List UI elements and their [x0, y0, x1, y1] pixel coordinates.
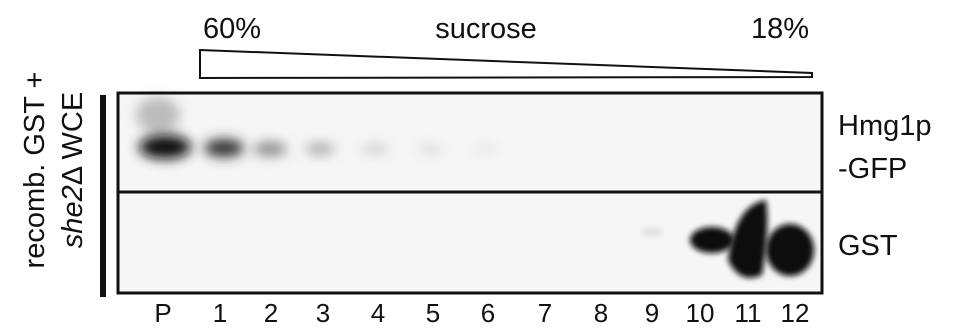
side-bar — [100, 95, 106, 297]
side-label: recomb. GST + she2Δ WCE — [19, 72, 89, 269]
lane-label: 6 — [481, 298, 495, 328]
page: { "gradient": {"top_label": "60%", "midd… — [0, 0, 969, 329]
side-label-line1: recomb. GST + — [19, 72, 51, 269]
band — [642, 228, 662, 236]
band — [361, 144, 389, 154]
band-smear — [136, 97, 180, 133]
lane-label: 2 — [264, 298, 278, 328]
lane-label: 1 — [213, 298, 227, 328]
band — [766, 224, 814, 276]
lane-label: 9 — [645, 298, 659, 328]
gradient-title: sucrose — [435, 13, 537, 45]
lane-label: 3 — [316, 298, 330, 328]
lane-label: P — [154, 298, 171, 328]
band — [204, 139, 244, 157]
band — [417, 144, 443, 154]
gradient-bottom-label: 18% — [751, 13, 809, 45]
band — [690, 227, 734, 253]
lane-label: 11 — [735, 298, 762, 328]
blot-figure: 60% sucrose 18% recomb. GST + she2Δ WCE … — [0, 0, 969, 329]
band — [305, 143, 335, 155]
row-label: GST — [838, 230, 898, 262]
lane-label: 10 — [686, 298, 715, 328]
lane-label: 12 — [781, 298, 810, 328]
side-label-line2: she2Δ WCE — [57, 92, 89, 248]
lane-label: 4 — [371, 298, 385, 328]
lane-label: 7 — [538, 298, 552, 328]
row-label: Hmg1p — [838, 110, 932, 142]
side-label-rest: Δ WCE — [57, 92, 89, 186]
lane-label: 8 — [594, 298, 608, 328]
side-label-italic: she2 — [57, 185, 89, 248]
band — [474, 145, 498, 153]
lane-label: 5 — [426, 298, 440, 328]
gradient-wedge — [200, 50, 812, 78]
row-label: -GFP — [838, 153, 907, 185]
band — [253, 142, 287, 156]
band — [139, 135, 191, 159]
gradient-top-label: 60% — [203, 13, 261, 45]
